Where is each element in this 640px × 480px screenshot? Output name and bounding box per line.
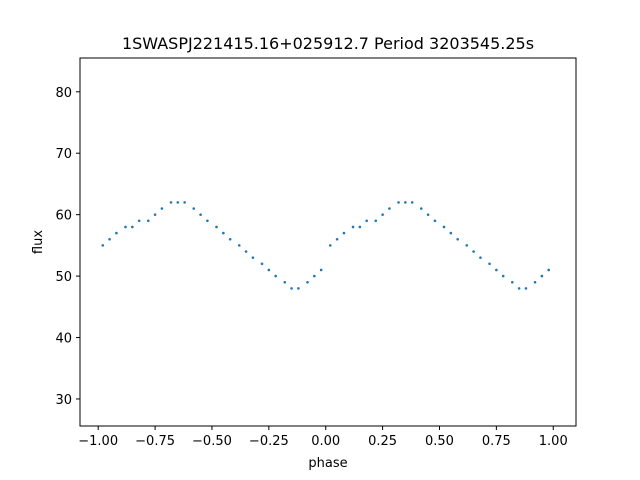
y-tick-label: 40 [55, 332, 72, 347]
data-point [397, 201, 400, 204]
data-point [449, 231, 453, 235]
data-point [108, 237, 111, 241]
data-point [290, 287, 293, 290]
y-tick-label: 70 [55, 147, 72, 162]
data-point [222, 231, 225, 235]
data-point [244, 250, 248, 253]
data-point [501, 274, 505, 278]
x-axis-label: phase [308, 456, 347, 471]
data-point [517, 287, 521, 290]
data-point [351, 225, 355, 229]
data-point [199, 213, 202, 216]
data-point [115, 231, 118, 235]
data-point [260, 262, 264, 266]
scatter-points [101, 201, 550, 290]
data-point [169, 201, 173, 204]
data-point [192, 207, 196, 210]
data-point [388, 207, 391, 210]
data-point [146, 219, 150, 223]
data-point [283, 280, 287, 284]
data-point [124, 225, 127, 229]
data-point [251, 256, 255, 259]
data-point [160, 207, 164, 210]
x-tick-label: 0.50 [425, 434, 454, 449]
data-point [183, 201, 186, 204]
data-point [365, 219, 368, 223]
data-point [465, 244, 469, 247]
data-point [510, 280, 514, 284]
x-tick-label: −1.00 [78, 434, 118, 449]
data-point [313, 274, 316, 278]
x-tick-label: 1.00 [539, 434, 568, 449]
x-tick-label: 0.75 [482, 434, 511, 449]
data-point [374, 219, 378, 223]
y-tick-label: 80 [55, 86, 72, 101]
y-tick-label: 30 [55, 393, 72, 408]
data-point [381, 213, 384, 216]
y-tick-label: 60 [55, 209, 72, 224]
data-point [540, 274, 544, 278]
x-tick-label: −0.25 [249, 434, 289, 449]
data-point [342, 231, 346, 235]
data-point [101, 244, 105, 247]
data-point [267, 268, 271, 272]
data-point [495, 268, 498, 272]
y-axis-label: flux [31, 230, 46, 254]
data-point [335, 237, 339, 241]
plot-area-frame [79, 57, 577, 427]
data-point [410, 201, 414, 204]
data-point [228, 237, 232, 241]
data-point [419, 207, 423, 210]
data-point [297, 287, 300, 290]
data-point [206, 219, 209, 223]
data-point [153, 213, 157, 216]
chart-title: 1SWASPJ221415.16+025912.7 Period 3203545… [122, 34, 534, 53]
data-point [306, 280, 309, 284]
data-point [274, 274, 277, 278]
data-point [131, 225, 134, 229]
data-point [533, 280, 537, 284]
x-tick-label: −0.75 [135, 434, 175, 449]
data-point [524, 287, 528, 290]
y-axis-ticks: 30 40 50 60 70 80 [55, 86, 80, 408]
data-point [488, 262, 491, 266]
x-axis-ticks: −1.00 −0.75 −0.50 −0.25 0.00 0.25 0.50 0.75 1.00 [78, 426, 568, 449]
data-point [328, 244, 332, 247]
data-point [442, 225, 446, 229]
data-point [176, 201, 180, 204]
y-tick-label: 50 [55, 270, 72, 285]
data-point [237, 244, 241, 247]
data-point [404, 201, 407, 204]
data-point [433, 219, 437, 223]
x-tick-label: 0.25 [368, 434, 397, 449]
data-point [547, 268, 550, 272]
data-point [319, 268, 323, 272]
data-point [426, 213, 430, 216]
x-tick-label: −0.50 [192, 434, 232, 449]
x-tick-label: 0.00 [311, 434, 340, 449]
data-point [479, 256, 482, 259]
data-point [358, 225, 362, 229]
data-point [472, 250, 475, 253]
data-point [456, 237, 459, 241]
data-point [137, 219, 141, 223]
data-point [215, 225, 218, 229]
